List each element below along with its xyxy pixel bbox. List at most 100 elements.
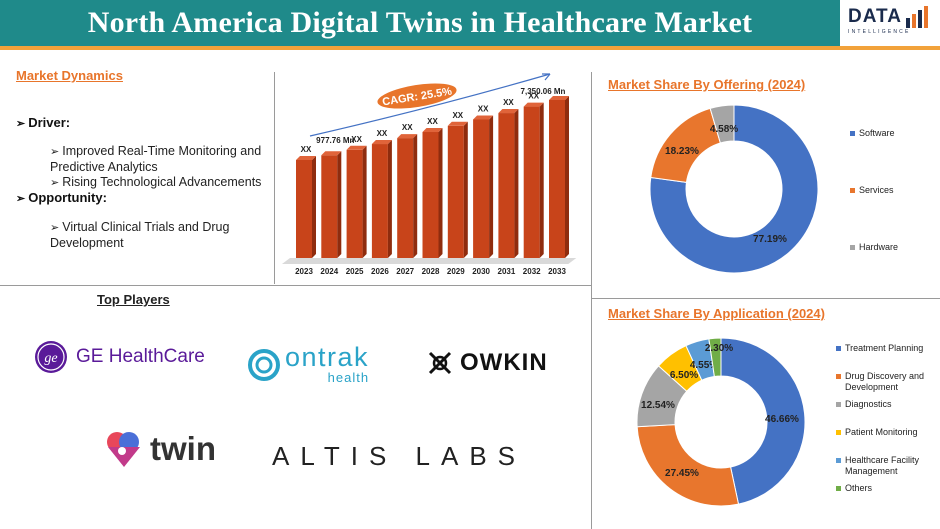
slice-label-0: 46.66%	[765, 414, 799, 425]
brand-stripe	[0, 46, 940, 50]
bar-top-2032	[523, 102, 544, 107]
driver-label: ➢ Driver:	[16, 115, 71, 130]
legend-item: Treatment Planning	[836, 343, 936, 354]
divider	[274, 72, 275, 284]
tick-label-2023: 2023	[295, 267, 313, 276]
tick-label-2027: 2027	[396, 267, 414, 276]
bar-2025	[346, 149, 363, 258]
bar-2029	[447, 125, 464, 259]
slice-label-5: 2.30%	[705, 343, 733, 354]
altis-labs-logo: ALTIS LABS	[272, 441, 526, 472]
owkin-cross-icon	[428, 351, 452, 375]
legend-swatch	[836, 374, 841, 379]
twin-logo: twin	[104, 429, 216, 469]
arrow-bullet-icon: ➢	[16, 193, 26, 205]
legend-label: Treatment Planning	[845, 343, 924, 353]
ontrak-sub: health	[327, 370, 370, 385]
legend-item: Services	[850, 185, 940, 196]
bar-2030	[473, 119, 490, 258]
tick-label-2033: 2033	[548, 267, 566, 276]
bar-side-2028	[438, 128, 443, 258]
bar-top-2026	[371, 140, 392, 145]
cagr-badge: CAGR: 25.5%	[377, 83, 457, 109]
owkin-logo: OWKIN	[426, 349, 548, 377]
bar-top-2027	[397, 134, 418, 139]
application-donut-chart: 46.66% 27.45% 12.54% 6.50%4.55% 2.30%	[636, 337, 806, 507]
tick-label-2032: 2032	[523, 267, 541, 276]
data-label-2032: XX	[528, 92, 539, 101]
bar-side-2025	[362, 145, 367, 258]
driver-item: ➢ Rising Technological Advancements	[50, 175, 262, 189]
svg-text:ge: ge	[44, 351, 57, 366]
tick-label-2025: 2025	[346, 267, 364, 276]
bar-top-2028	[422, 128, 443, 133]
bar-side-2029	[463, 121, 468, 259]
slice-others	[708, 337, 722, 378]
market-dynamics-heading: Market Dynamics	[16, 68, 123, 83]
arrow-bullet-icon: ➢	[50, 177, 60, 189]
offering-chart-title: Market Share By Offering (2024)	[608, 77, 806, 92]
legend-swatch	[836, 430, 841, 435]
ge-healthcare-logo: ge GE HealthCare	[34, 340, 205, 374]
owkin-name: OWKIN	[460, 349, 548, 376]
bar-top-2030	[473, 115, 494, 120]
legend-label: Hardware	[859, 242, 899, 252]
bar-2023	[296, 160, 312, 258]
ontrak-name: ontrak	[285, 342, 370, 372]
legend-item: Hardware	[850, 242, 940, 253]
legend-swatch	[836, 458, 841, 463]
legend-item: Patient Monitoring	[836, 427, 936, 438]
bar-top-2023	[296, 156, 316, 160]
bar-chart-icon	[905, 6, 928, 28]
data-label-2025: XX	[351, 135, 362, 144]
legend-label: Patient Monitoring	[845, 427, 918, 437]
slice-hardware	[709, 104, 735, 144]
legend-swatch	[836, 402, 841, 407]
bar-2032	[523, 106, 540, 258]
bar-top-2024	[321, 151, 342, 156]
legend-swatch	[850, 245, 855, 250]
slice-label-1: 27.45%	[665, 468, 699, 479]
twin-name: twin	[150, 430, 216, 467]
bar-series: CAGR: 25.5% XX 2023 977.76 Mn 2024 XX 2025 XX 20…	[282, 73, 577, 276]
bar-side-2026	[387, 140, 392, 258]
bar-side-2030	[489, 115, 494, 258]
arrow-bullet-icon: ➢	[50, 146, 60, 158]
bar-2027	[397, 138, 414, 258]
data-label-2031: XX	[503, 98, 514, 107]
legend-label: Software	[859, 128, 895, 138]
divider	[591, 72, 592, 529]
arrow-bullet-icon: ➢	[16, 118, 26, 130]
slice-label-4: 4.55%	[690, 360, 718, 371]
ge-monogram-icon: ge	[35, 341, 67, 373]
data-label-2024: 977.76 Mn	[316, 136, 354, 145]
legend-label: Services	[859, 185, 894, 195]
altis-labs-name: ALTIS LABS	[272, 441, 527, 471]
logo-word: DATA	[848, 6, 902, 27]
logo-subtitle: INTELLIGENCE	[848, 29, 911, 35]
arrow-bullet-icon: ➢	[50, 222, 60, 234]
bar-side-2024	[337, 151, 342, 258]
slice-treatment-planning	[720, 337, 806, 505]
legend-label: Others	[845, 483, 873, 493]
top-players-heading: Top Players	[97, 292, 170, 307]
data-label-2023: XX	[301, 145, 312, 154]
ontrak-swirl-icon	[248, 348, 280, 381]
legend-label: Drug Discovery and Development	[845, 371, 925, 392]
bar-2024	[321, 155, 338, 258]
bar-2031	[498, 113, 515, 258]
page-title: North America Digital Twins in Healthcar…	[87, 6, 753, 39]
bar-2033	[549, 100, 565, 258]
twin-heart-icon	[107, 432, 140, 467]
driver-item: ➢ Improved Real-Time Monitoring and Predi…	[50, 144, 262, 174]
bar-side-2023	[312, 156, 316, 258]
growth-arrow	[309, 73, 551, 137]
growth-arrow-head	[542, 73, 551, 81]
legend-swatch	[836, 346, 841, 351]
legend-item: Drug Discovery and Development	[836, 371, 936, 393]
legend-swatch	[836, 486, 841, 491]
bar-top-2031	[498, 109, 519, 114]
bar-side-2033	[565, 96, 569, 258]
title-bar: North America Digital Twins in Healthcar…	[0, 0, 840, 46]
data-label-2033: 7,350.06 Mn	[521, 87, 566, 96]
